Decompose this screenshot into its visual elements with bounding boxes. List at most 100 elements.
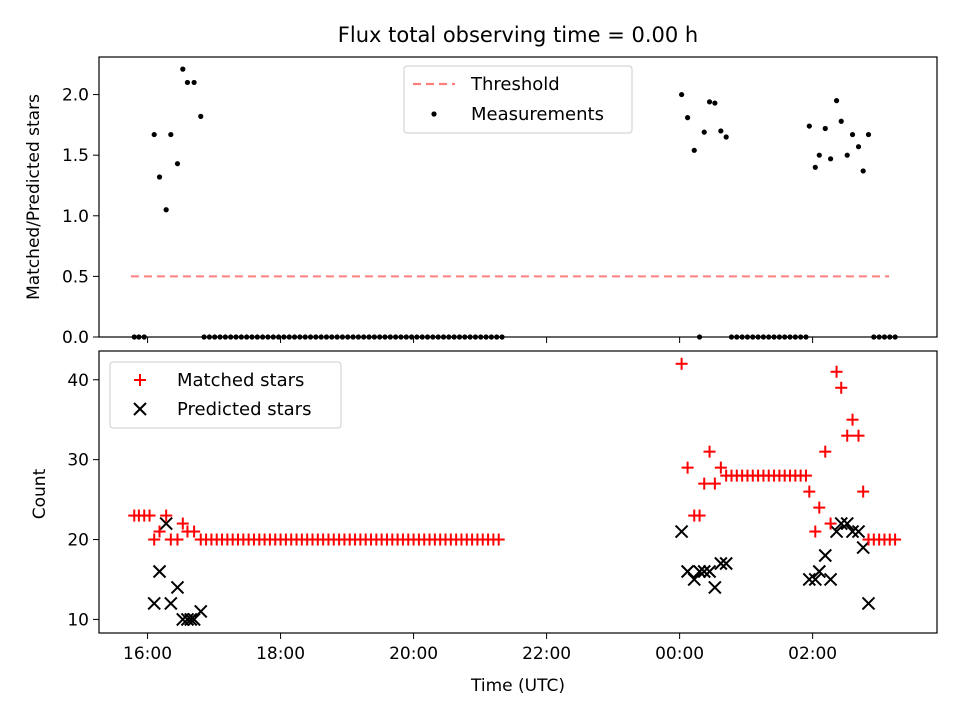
measurement-point bbox=[151, 131, 157, 138]
legend-threshold-label: Threshold bbox=[470, 74, 560, 95]
predicted-star-point bbox=[845, 524, 860, 539]
predicted-marker-stroke bbox=[802, 572, 817, 587]
measurement-point bbox=[712, 100, 718, 106]
measurement-point bbox=[816, 152, 822, 158]
predicted-star-point bbox=[808, 572, 822, 587]
x-tick-label: 18:00 bbox=[256, 644, 305, 664]
predicted-star-point bbox=[861, 596, 876, 611]
predicted-star-point bbox=[687, 572, 701, 587]
predicted-marker-stroke bbox=[840, 516, 854, 531]
predicted-star-point bbox=[840, 516, 854, 531]
measurement-point bbox=[822, 125, 828, 132]
measurement-point bbox=[723, 134, 729, 140]
ratio-legend-box bbox=[403, 65, 633, 134]
matched-star-point bbox=[835, 381, 848, 394]
predicted-marker-stroke bbox=[680, 564, 695, 579]
chart-title: Flux total observing time = 0.00 h bbox=[338, 23, 698, 47]
predicted-marker-stroke bbox=[692, 564, 707, 579]
legend-predicted-label: Predicted stars bbox=[177, 399, 311, 420]
matched-star-point bbox=[160, 509, 173, 522]
ratio-y-tick-label: 2.0 bbox=[62, 86, 89, 106]
count-y-tick-label: 30 bbox=[67, 451, 89, 471]
ratio-y-axis-label: Matched/Predicted stars bbox=[24, 94, 44, 300]
matched-star-point bbox=[819, 445, 832, 458]
predicted-marker-stroke bbox=[829, 524, 844, 539]
matched-star-point bbox=[809, 525, 822, 538]
predicted-marker-stroke bbox=[152, 564, 167, 579]
predicted-star-point bbox=[829, 524, 844, 539]
predicted-marker-stroke bbox=[812, 564, 826, 579]
measurement-point bbox=[168, 131, 174, 138]
matched-star-point bbox=[148, 533, 161, 546]
matched-star-point bbox=[492, 533, 505, 546]
ratio-y-tick-label: 0.5 bbox=[62, 267, 89, 287]
matched-star-point bbox=[852, 429, 865, 442]
x-tick-label: 20:00 bbox=[389, 644, 438, 664]
matched-star-point bbox=[714, 461, 727, 474]
matched-star-point bbox=[703, 445, 716, 458]
matched-star-point bbox=[681, 461, 694, 474]
matched-star-point bbox=[708, 477, 721, 490]
predicted-star-point bbox=[708, 580, 722, 595]
matched-star-point bbox=[841, 429, 854, 442]
predicted-marker-stroke bbox=[851, 524, 866, 539]
predicted-marker-stroke bbox=[714, 556, 728, 571]
predicted-marker-stroke bbox=[674, 524, 689, 539]
count-y-tick-label: 40 bbox=[67, 371, 89, 391]
count-y-axis-label: Count bbox=[30, 468, 50, 519]
x-tick-label: 00:00 bbox=[655, 644, 704, 664]
measurement-point bbox=[838, 118, 844, 124]
count-plot-frame bbox=[98, 350, 938, 634]
matched-star-point bbox=[889, 533, 902, 546]
matched-star-point bbox=[153, 525, 166, 538]
predicted-marker-stroke bbox=[856, 540, 870, 555]
predicted-marker-stroke bbox=[818, 548, 832, 563]
predicted-marker-stroke bbox=[147, 596, 161, 611]
predicted-star-point bbox=[823, 572, 838, 587]
predicted-star-point bbox=[834, 516, 848, 531]
legend-measurements-swatch bbox=[431, 111, 437, 117]
matched-star-point bbox=[698, 477, 711, 490]
measurement-point bbox=[156, 174, 163, 180]
count-legend: Matched stars Predicted stars bbox=[109, 361, 342, 429]
matched-star-point bbox=[799, 469, 812, 482]
count-legend-box bbox=[109, 361, 342, 429]
predicted-marker-stroke bbox=[159, 516, 173, 531]
matched-star-point bbox=[171, 533, 184, 546]
predicted-star-point bbox=[147, 596, 161, 611]
measurement-point bbox=[865, 131, 872, 138]
matched-star-point bbox=[675, 357, 688, 370]
measurement-point bbox=[684, 115, 691, 121]
ratio-plot-frame bbox=[98, 56, 938, 338]
predicted-marker-stroke bbox=[164, 596, 178, 611]
measurement-point bbox=[706, 99, 713, 105]
x-tick-label: 22:00 bbox=[522, 644, 571, 664]
x-tick-label: 16:00 bbox=[123, 644, 172, 664]
matched-star-point bbox=[803, 485, 816, 498]
matched-star-point bbox=[846, 413, 859, 426]
measurement-point bbox=[844, 152, 850, 158]
predicted-star-point bbox=[702, 564, 717, 579]
predicted-marker-stroke bbox=[184, 612, 198, 627]
measurement-point bbox=[198, 113, 204, 119]
matched-star-point bbox=[824, 517, 837, 530]
measurement-point bbox=[191, 79, 197, 86]
predicted-star-point bbox=[802, 572, 817, 587]
predicted-marker-stroke bbox=[823, 572, 838, 587]
measurement-point bbox=[855, 144, 862, 150]
predicted-marker-stroke bbox=[861, 596, 876, 611]
predicted-marker-stroke bbox=[697, 564, 711, 579]
count-panel: Count Time (UTC) 10 20 30 40 16:00 18:00 20:00… bbox=[30, 350, 938, 696]
matched-star-point bbox=[813, 501, 826, 514]
measurement-point bbox=[180, 66, 186, 72]
measurement-point bbox=[679, 91, 685, 98]
measurement-point bbox=[849, 131, 856, 138]
matched-star-point bbox=[143, 509, 156, 522]
measurement-point bbox=[806, 123, 812, 129]
measurement-point bbox=[174, 161, 181, 167]
predicted-star-point bbox=[164, 596, 178, 611]
predicted-star-point bbox=[818, 548, 832, 563]
predicted-marker-stroke bbox=[702, 564, 717, 579]
count-y-tick-label: 20 bbox=[67, 531, 89, 551]
measurement-point bbox=[833, 98, 840, 104]
